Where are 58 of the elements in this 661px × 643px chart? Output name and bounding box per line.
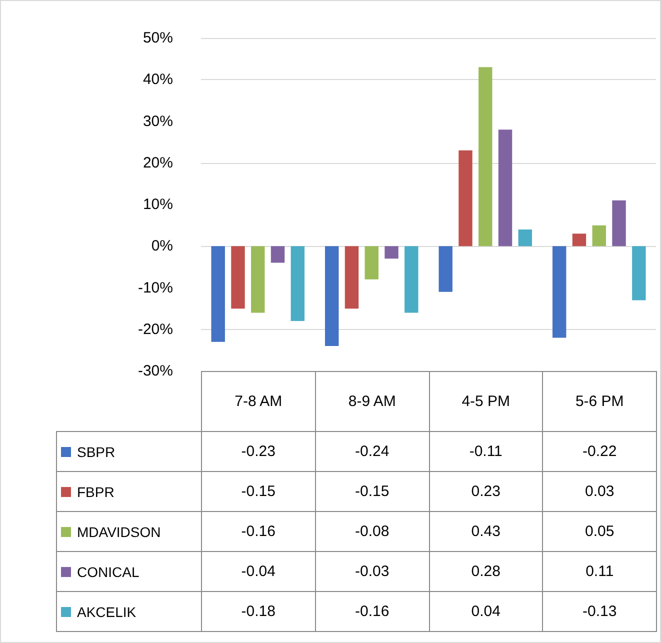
legend-label: AKCELIK <box>56 592 202 632</box>
data-label: 0.04 <box>429 592 543 632</box>
bar <box>270 246 285 263</box>
data-label: -0.03 <box>315 552 429 592</box>
legend-label: FBPR <box>56 472 202 512</box>
data-label: 0.05 <box>542 512 656 552</box>
y-tick-label: -30% <box>138 362 173 380</box>
legend-label: SBPR <box>56 432 202 472</box>
bar <box>612 200 626 246</box>
bar <box>231 246 245 309</box>
bar <box>290 246 305 322</box>
bar <box>572 234 586 246</box>
bar <box>344 246 359 309</box>
bar <box>632 246 646 300</box>
legend-label: CONICAL <box>56 552 202 592</box>
bar <box>251 246 265 313</box>
y-tick-label: 40% <box>142 71 173 88</box>
data-label: 0.28 <box>429 552 543 592</box>
y-tick-label: -20% <box>138 320 173 338</box>
bar <box>592 225 606 246</box>
data-label: -0.24 <box>315 432 429 472</box>
bar <box>324 246 339 346</box>
data-label: -0.15 <box>202 472 316 512</box>
data-label: 0.11 <box>542 552 656 592</box>
data-label: -0.15 <box>315 472 429 512</box>
data-label: -0.22 <box>542 432 656 472</box>
data-label: 0.03 <box>542 472 656 512</box>
y-tick-label: -10% <box>138 279 173 296</box>
y-tick-label: 50% <box>142 30 173 46</box>
y-tick-label: 20% <box>142 154 173 172</box>
data-label: 0.43 <box>429 512 543 552</box>
data-label: -0.04 <box>202 552 316 592</box>
y-tick-label: 0% <box>151 238 173 255</box>
bar <box>364 246 378 280</box>
bar <box>438 246 452 292</box>
data-label: -0.16 <box>202 512 316 552</box>
bar <box>404 246 418 313</box>
data-label: -0.13 <box>542 592 656 632</box>
data-label: -0.11 <box>429 432 543 472</box>
bar <box>518 229 532 246</box>
x-tick-label: 8-9 AM <box>315 372 429 432</box>
data-label: -0.08 <box>315 512 429 552</box>
bar <box>552 246 566 338</box>
y-tick-label: 30% <box>142 112 173 130</box>
bar <box>384 246 398 259</box>
data-label: 0.23 <box>429 472 543 512</box>
bar <box>498 130 512 246</box>
bar <box>211 246 225 342</box>
x-tick-label: 4-5 PM <box>429 372 543 432</box>
x-tick-label: 7-8 AM <box>202 372 316 432</box>
x-tick-label: 5-6 PM <box>542 372 656 432</box>
bar <box>478 67 492 246</box>
legend-label: MDAVIDSON <box>56 512 202 552</box>
data-label: -0.23 <box>202 432 316 472</box>
bar <box>458 150 472 246</box>
data-label: -0.18 <box>202 592 316 632</box>
y-tick-label: 10% <box>142 196 173 213</box>
data-label: -0.16 <box>315 592 429 632</box>
